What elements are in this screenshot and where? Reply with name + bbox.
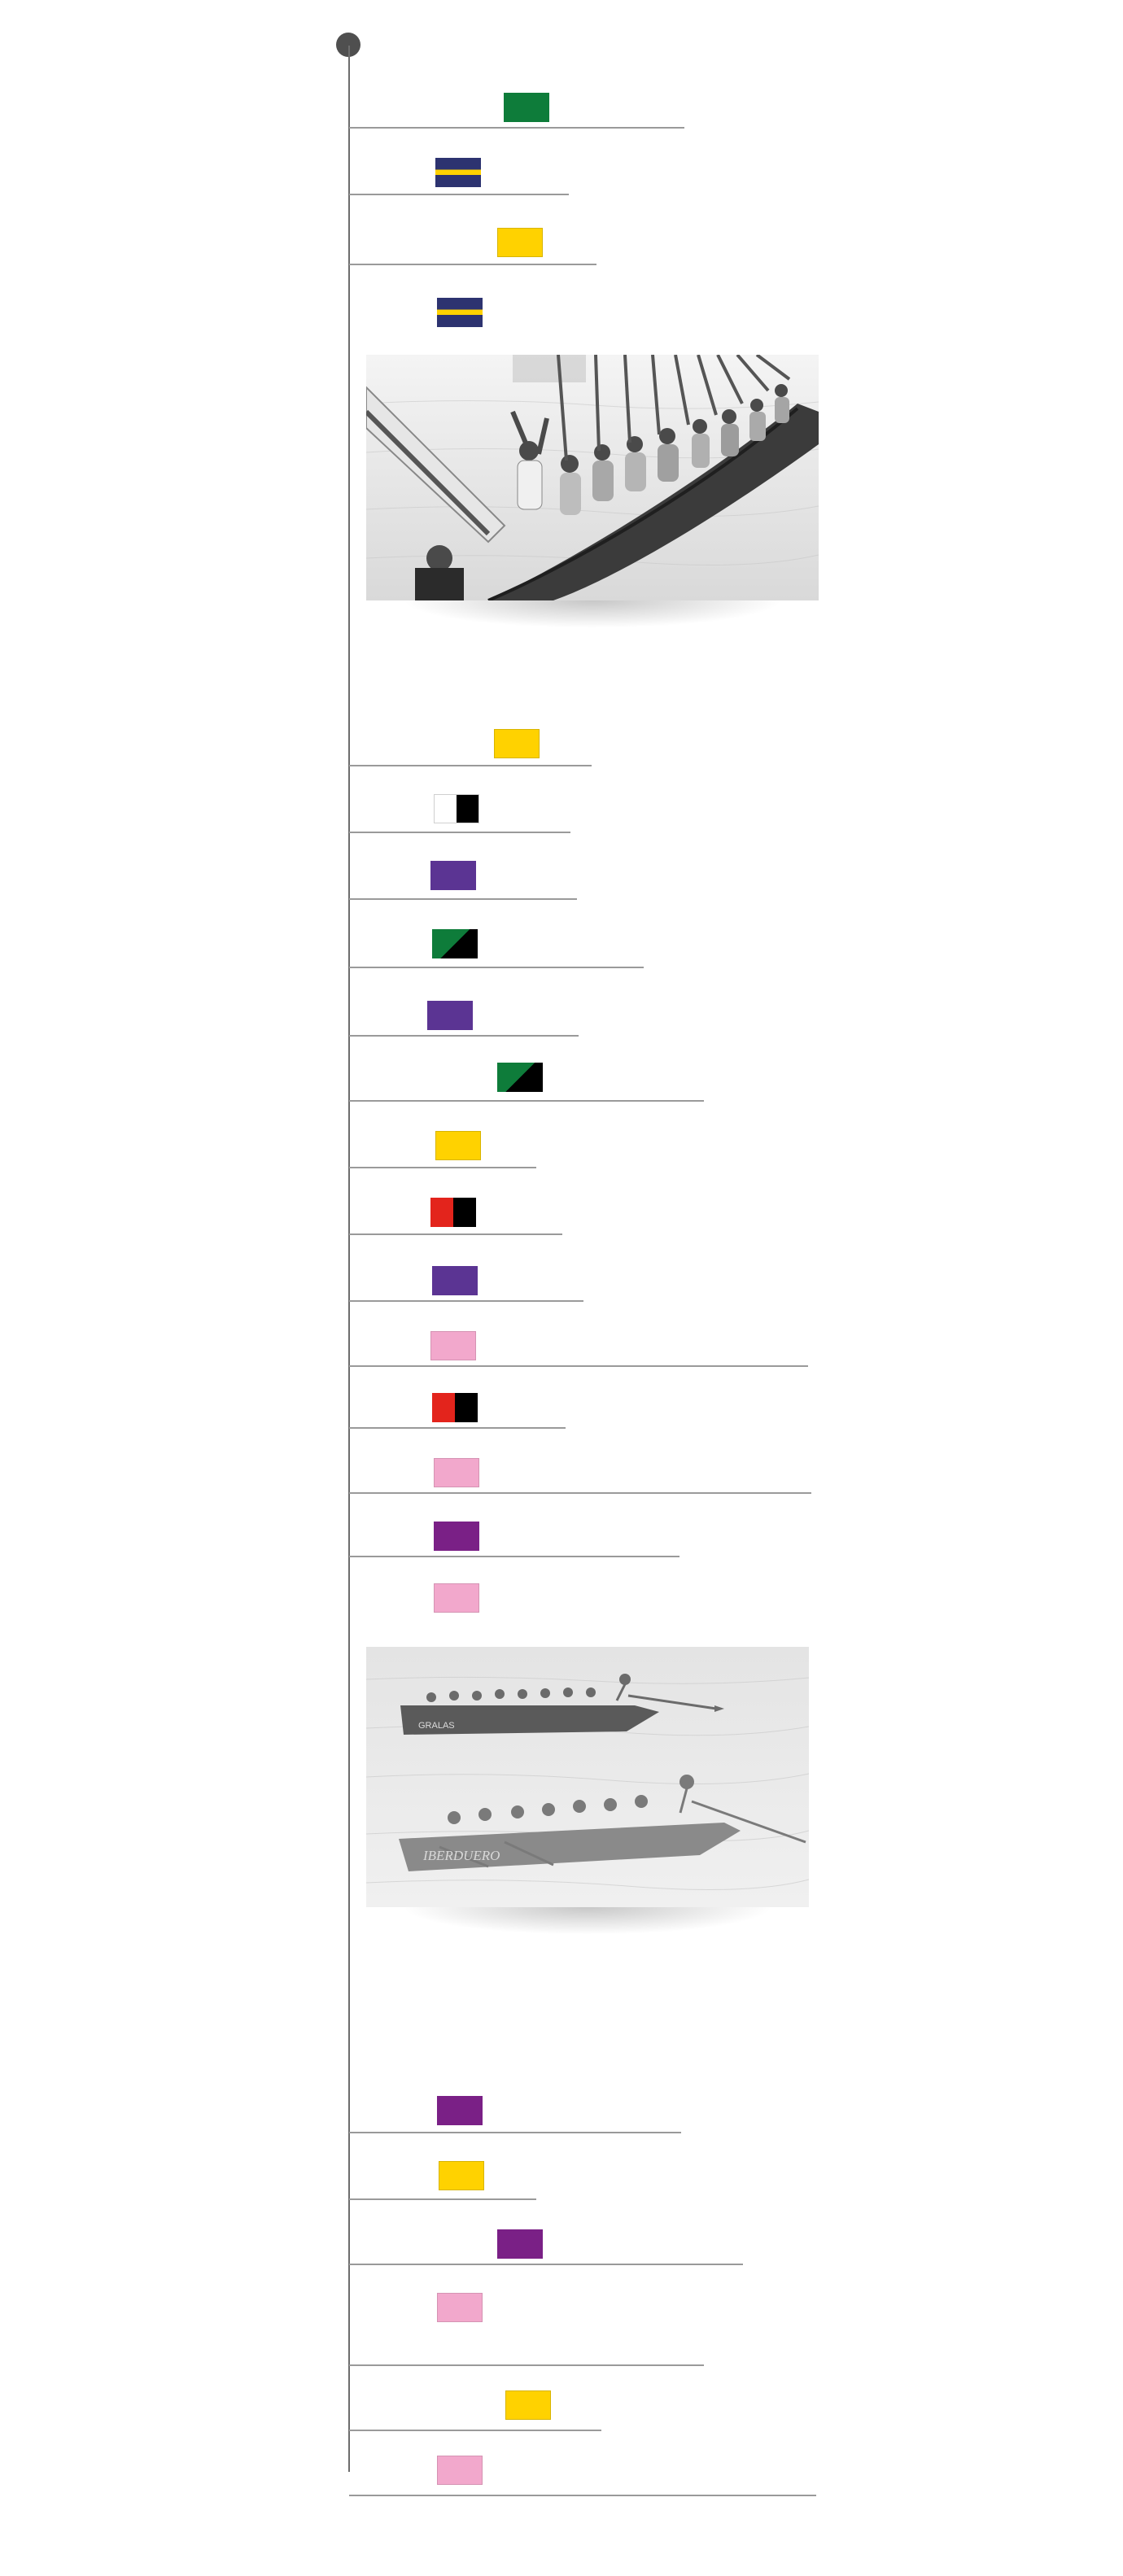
timeline-entry <box>349 1448 811 1494</box>
flag-pink-icon <box>437 2456 483 2485</box>
timeline-divider <box>349 832 570 833</box>
timeline-divider <box>349 1556 679 1557</box>
flag-violet-icon <box>427 1001 473 1030</box>
flag-pink-icon <box>434 1458 479 1487</box>
flag-white-black-icon <box>434 794 479 823</box>
timeline-divider <box>349 194 569 195</box>
flag-yellow-icon <box>497 228 543 257</box>
flag-yellow-icon <box>494 729 540 758</box>
timeline-entry <box>349 1054 704 1102</box>
timeline-entry <box>349 923 644 968</box>
timeline-entry <box>349 2452 816 2496</box>
timeline-divider <box>349 1427 566 1429</box>
timeline-divider <box>349 2264 743 2265</box>
timeline-entry <box>349 788 570 833</box>
timeline-divider <box>349 2364 704 2366</box>
timeline-divider <box>349 1492 811 1494</box>
timeline-divider <box>349 127 684 129</box>
timeline-entry <box>349 2286 704 2366</box>
timeline-entry <box>349 854 577 900</box>
timeline-entry <box>349 1188 562 1235</box>
photo-shadow <box>402 600 783 628</box>
flag-yellow-icon <box>505 2390 551 2420</box>
flag-violet-icon <box>432 1266 478 1295</box>
flag-navy-yellow-stripe-icon <box>435 158 481 187</box>
flag-purple-icon <box>437 2096 483 2125</box>
flag-red-black-icon <box>432 1393 478 1422</box>
timeline-entry <box>349 148 569 195</box>
timeline-entry <box>349 1577 479 1618</box>
flag-purple-icon <box>497 2229 543 2259</box>
timeline-divider <box>349 2132 681 2133</box>
flag-violet-icon <box>430 861 476 890</box>
timeline-entry <box>349 2086 681 2133</box>
timeline-entry <box>349 1383 566 1429</box>
timeline-divider <box>349 1167 536 1168</box>
timeline-divider <box>349 2495 816 2496</box>
timeline-entry <box>349 2387 601 2431</box>
flag-yellow-icon <box>439 2161 484 2190</box>
timeline-divider <box>349 1365 808 1367</box>
photo-shadow <box>401 1907 774 1935</box>
crew-celebration-image <box>366 355 819 600</box>
boat-name-iberduero: IBERDUERO <box>422 1848 500 1863</box>
timeline-entry <box>349 286 483 334</box>
timeline-entry <box>349 1121 536 1168</box>
crew-celebration-photo <box>366 355 819 628</box>
timeline-divider <box>349 898 577 900</box>
timeline-divider <box>349 1035 579 1037</box>
flag-yellow-icon <box>435 1131 481 1160</box>
timeline-divider <box>349 1233 562 1235</box>
timeline-divider <box>349 1100 704 1102</box>
flag-pink-icon <box>434 1583 479 1613</box>
timeline-entry <box>349 2155 536 2200</box>
timeline-divider <box>349 967 644 968</box>
timeline-entry <box>349 726 592 766</box>
timeline-divider <box>349 1300 583 1302</box>
boat-race-image: GRALAS IBERDUERO <box>366 1647 809 1907</box>
timeline-entry <box>349 1321 808 1367</box>
flag-red-black-icon <box>430 1198 476 1227</box>
flag-green-black-diagonal-icon <box>432 929 478 958</box>
timeline-entry <box>349 988 579 1037</box>
boat-race-photo: GRALAS IBERDUERO <box>366 1647 809 1935</box>
timeline-divider <box>349 2430 601 2431</box>
flag-navy-yellow-stripe-icon <box>437 298 483 327</box>
timeline-entry <box>349 2218 743 2265</box>
timeline-divider <box>349 765 592 766</box>
flag-green-black-diagonal-icon <box>497 1063 543 1092</box>
boat-name-gralas: GRALAS <box>418 1721 455 1731</box>
flag-pink-icon <box>437 2293 483 2322</box>
timeline-entry <box>349 218 596 265</box>
timeline-entry <box>349 1513 679 1557</box>
timeline-divider <box>349 264 596 265</box>
timeline-line <box>348 46 350 2472</box>
timeline-divider <box>349 2198 536 2200</box>
timeline-entry <box>349 81 684 129</box>
timeline-entry <box>349 1253 583 1302</box>
flag-pink-icon <box>430 1331 476 1360</box>
flag-purple-icon <box>434 1522 479 1551</box>
flag-green-icon <box>504 93 549 122</box>
